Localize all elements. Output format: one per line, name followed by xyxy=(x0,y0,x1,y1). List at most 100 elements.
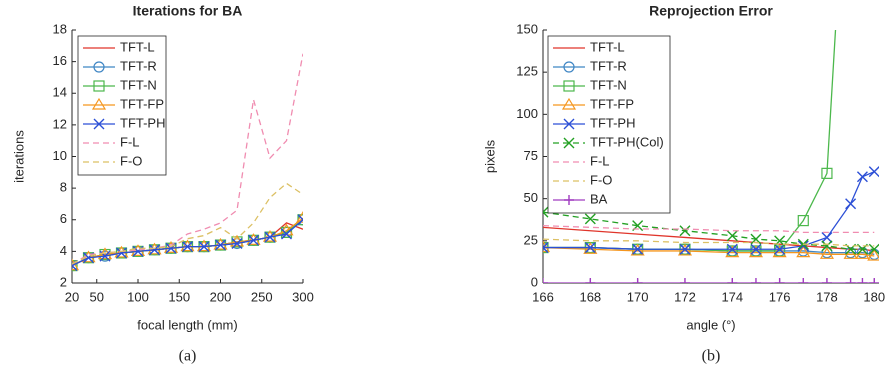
marker xyxy=(679,278,690,283)
marker xyxy=(679,225,691,237)
marker xyxy=(149,244,160,256)
x-tick-label: 200 xyxy=(210,289,232,304)
marker xyxy=(867,248,879,261)
marker xyxy=(868,243,879,255)
y-tick-label: 25 xyxy=(524,232,538,247)
marker xyxy=(819,247,835,259)
y-tick-label: 8 xyxy=(60,180,67,195)
marker xyxy=(856,171,868,183)
series-line xyxy=(543,246,875,257)
marker xyxy=(845,198,857,210)
legend-label: F-O xyxy=(590,172,612,187)
legend-label: TFT-R xyxy=(120,58,157,73)
y-tick-label: 125 xyxy=(516,64,538,79)
y-tick-label: 6 xyxy=(60,211,67,226)
series-line xyxy=(543,238,875,247)
marker xyxy=(163,241,179,253)
plot-area xyxy=(543,30,879,283)
marker xyxy=(584,213,596,225)
legend-label: F-L xyxy=(590,153,610,168)
legend-label: TFT-L xyxy=(590,39,625,54)
marker xyxy=(679,243,691,255)
marker xyxy=(726,230,738,242)
y-tick-label: 50 xyxy=(524,190,538,205)
y-tick-label: 4 xyxy=(60,243,67,258)
y-tick-label: 14 xyxy=(53,85,67,100)
marker xyxy=(543,206,549,218)
y-tick-label: 2 xyxy=(60,274,67,289)
marker xyxy=(91,97,107,110)
legend-label: TFT-PH xyxy=(590,115,636,130)
x-tick-label: 150 xyxy=(168,289,190,304)
marker xyxy=(857,278,868,283)
marker xyxy=(564,195,574,205)
marker xyxy=(821,240,833,252)
marker xyxy=(726,243,738,255)
x-tick-label: 300 xyxy=(292,289,314,304)
x-tick-label: 176 xyxy=(769,289,791,304)
marker xyxy=(116,247,127,259)
x-tick-label: 100 xyxy=(127,289,149,304)
x-tick-label: 170 xyxy=(627,289,649,304)
marker xyxy=(561,97,577,110)
marker xyxy=(821,167,833,179)
marker xyxy=(750,243,762,255)
marker xyxy=(727,278,738,283)
legend-label: TFT-N xyxy=(590,77,627,92)
y-axis-label: iterations xyxy=(11,130,26,183)
y-tick-label: 0 xyxy=(531,274,538,289)
marker xyxy=(563,137,575,149)
y-tick-label: 16 xyxy=(53,53,67,68)
chart-title: Reprojection Error xyxy=(649,3,773,19)
marker xyxy=(198,241,210,253)
marker xyxy=(632,278,643,283)
x-axis-label: focal length (mm) xyxy=(137,317,237,332)
marker xyxy=(845,278,856,283)
marker xyxy=(213,237,228,250)
marker xyxy=(869,278,879,283)
y-tick-label: 100 xyxy=(516,106,538,121)
legend-label: TFT-N xyxy=(120,77,157,92)
marker xyxy=(632,243,644,255)
marker xyxy=(543,242,549,254)
marker xyxy=(774,278,785,283)
marker xyxy=(677,243,693,256)
marker xyxy=(821,231,833,243)
marker xyxy=(563,80,575,92)
marker xyxy=(543,278,548,283)
marker xyxy=(231,237,243,249)
y-tick-label: 18 xyxy=(53,21,67,36)
marker xyxy=(93,61,105,73)
marker xyxy=(796,245,811,258)
marker xyxy=(297,214,303,226)
x-tick-label: 50 xyxy=(90,289,104,304)
x-tick-label: 168 xyxy=(579,289,601,304)
series-line xyxy=(543,171,875,250)
legend-label: TFT-FP xyxy=(120,96,164,111)
x-tick-label: 166 xyxy=(532,289,554,304)
caption: (b) xyxy=(702,348,721,365)
marker xyxy=(585,278,596,283)
y-tick-label: 150 xyxy=(516,21,538,36)
marker xyxy=(798,278,809,283)
marker xyxy=(563,118,575,130)
marker xyxy=(855,247,870,259)
y-tick-label: 75 xyxy=(524,148,538,163)
marker xyxy=(774,243,786,255)
marker xyxy=(72,260,78,272)
series-line xyxy=(543,211,875,250)
marker xyxy=(543,240,551,253)
y-axis-label: pixels xyxy=(482,139,497,173)
marker xyxy=(196,239,212,252)
x-tick-label: 178 xyxy=(816,289,838,304)
marker xyxy=(114,245,129,258)
marker xyxy=(563,61,575,73)
marker xyxy=(264,231,276,243)
y-tick-label: 12 xyxy=(53,116,67,131)
series-line xyxy=(72,182,303,265)
legend-label: F-O xyxy=(120,153,142,168)
marker xyxy=(182,241,193,253)
marker xyxy=(750,233,762,245)
series-line xyxy=(543,225,875,234)
